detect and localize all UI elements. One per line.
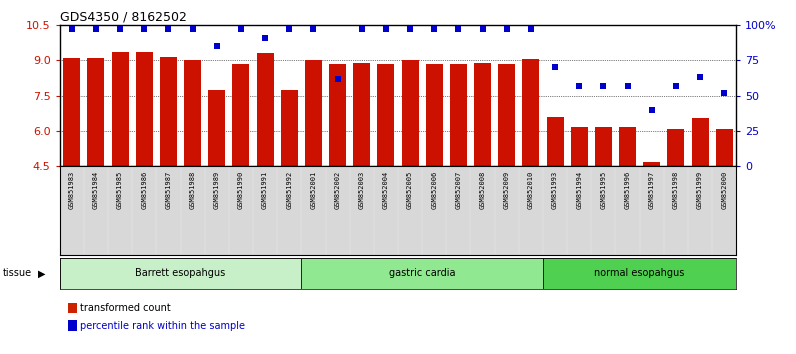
Bar [256, 53, 274, 166]
Bar [209, 90, 225, 166]
Point [525, 26, 537, 32]
Point [380, 26, 392, 32]
Text: GSM851999: GSM851999 [697, 171, 703, 209]
Bar [498, 64, 515, 166]
Bar [160, 57, 177, 166]
Point [355, 26, 368, 32]
Text: GSM851991: GSM851991 [262, 171, 268, 209]
Point [210, 43, 223, 49]
Bar [377, 64, 394, 166]
Point [718, 90, 731, 96]
Bar [450, 64, 467, 166]
Bar [302, 258, 543, 289]
Point [597, 83, 610, 88]
Bar [716, 129, 732, 166]
Bar [643, 162, 660, 166]
Bar [474, 63, 491, 166]
Point [90, 26, 103, 32]
Text: ▶: ▶ [38, 268, 45, 279]
Text: GSM851990: GSM851990 [238, 171, 244, 209]
Point [476, 26, 489, 32]
Text: GDS4350 / 8162502: GDS4350 / 8162502 [60, 11, 186, 24]
Text: GSM852009: GSM852009 [504, 171, 509, 209]
Text: GSM852001: GSM852001 [310, 171, 317, 209]
Point [621, 83, 634, 88]
Text: gastric cardia: gastric cardia [389, 268, 455, 279]
Text: GSM852007: GSM852007 [455, 171, 462, 209]
Text: GSM851989: GSM851989 [214, 171, 220, 209]
Text: GSM851997: GSM851997 [649, 171, 655, 209]
Point [65, 26, 78, 32]
Point [235, 26, 248, 32]
Bar [667, 129, 685, 166]
Point [669, 83, 682, 88]
Bar [547, 117, 564, 166]
Point [186, 26, 199, 32]
Text: GSM851998: GSM851998 [673, 171, 679, 209]
Bar [522, 59, 540, 166]
Text: GSM852005: GSM852005 [407, 171, 413, 209]
Text: GSM851984: GSM851984 [93, 171, 99, 209]
Bar [595, 127, 612, 166]
Text: GSM851993: GSM851993 [552, 171, 558, 209]
Point [162, 26, 175, 32]
Text: GSM851983: GSM851983 [68, 171, 75, 209]
Bar [281, 90, 298, 166]
Text: GSM852000: GSM852000 [721, 171, 728, 209]
Bar [329, 64, 346, 166]
Text: GSM851994: GSM851994 [576, 171, 582, 209]
Point [573, 83, 586, 88]
Text: GSM851996: GSM851996 [625, 171, 630, 209]
Bar [692, 118, 708, 166]
Text: percentile rank within the sample: percentile rank within the sample [80, 321, 245, 331]
Text: GSM851992: GSM851992 [287, 171, 292, 209]
Bar [136, 52, 153, 166]
Point [138, 26, 150, 32]
Bar [88, 58, 104, 166]
Point [283, 26, 295, 32]
Text: tissue: tissue [2, 268, 32, 279]
Point [114, 26, 127, 32]
Bar [60, 258, 302, 289]
Bar [305, 60, 322, 166]
Point [646, 107, 658, 113]
Text: transformed count: transformed count [80, 303, 171, 313]
Text: GSM852010: GSM852010 [528, 171, 534, 209]
Text: GSM852003: GSM852003 [359, 171, 365, 209]
Text: GSM852002: GSM852002 [334, 171, 341, 209]
Point [331, 76, 344, 81]
Point [428, 26, 441, 32]
Text: normal esopahgus: normal esopahgus [595, 268, 685, 279]
Text: GSM851988: GSM851988 [189, 171, 196, 209]
Text: Barrett esopahgus: Barrett esopahgus [135, 268, 225, 279]
Point [501, 26, 513, 32]
Point [259, 35, 271, 40]
Bar [353, 63, 370, 166]
Bar [543, 258, 736, 289]
Point [452, 26, 465, 32]
Text: GSM851987: GSM851987 [166, 171, 171, 209]
Bar [426, 64, 443, 166]
Text: GSM852008: GSM852008 [479, 171, 486, 209]
Bar [111, 52, 129, 166]
Point [307, 26, 320, 32]
Bar [232, 64, 249, 166]
Point [404, 26, 416, 32]
Bar [402, 60, 419, 166]
Bar [571, 127, 587, 166]
Bar [64, 58, 80, 166]
Point [693, 74, 706, 80]
Bar [619, 127, 636, 166]
Text: GSM852006: GSM852006 [431, 171, 437, 209]
Text: GSM851986: GSM851986 [141, 171, 147, 209]
Text: GSM851995: GSM851995 [600, 171, 607, 209]
Point [548, 64, 561, 70]
Text: GSM851985: GSM851985 [117, 171, 123, 209]
Bar [184, 60, 201, 166]
Text: GSM852004: GSM852004 [383, 171, 389, 209]
